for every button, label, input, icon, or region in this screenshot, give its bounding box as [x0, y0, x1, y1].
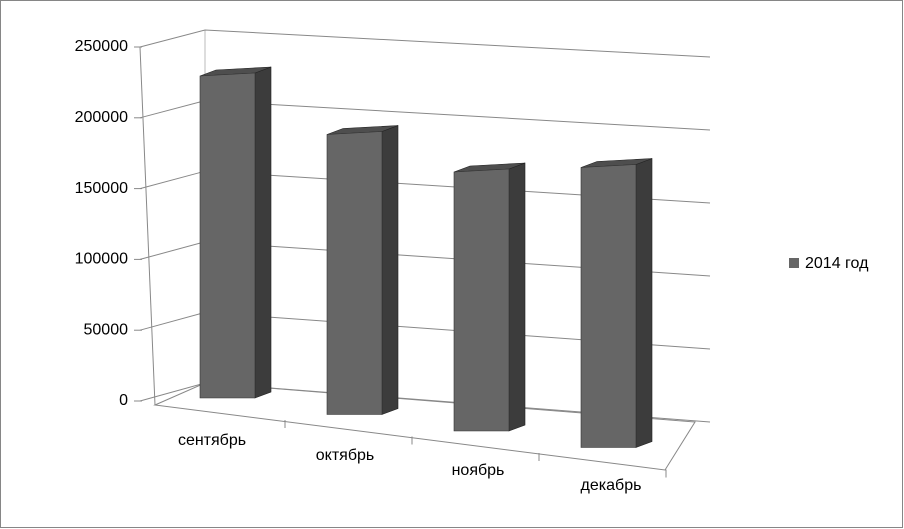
- x-tick-label: октябрь: [316, 447, 374, 464]
- bar: [199, 72, 256, 399]
- bar: [580, 164, 637, 448]
- y-tick-label: 50000: [84, 321, 129, 338]
- bar-side: [508, 162, 526, 432]
- legend-swatch: [789, 258, 799, 268]
- grid-line: [139, 29, 711, 58]
- y-tick-label: 200000: [75, 109, 128, 126]
- y-tick-label: 100000: [75, 251, 128, 268]
- bar-side: [381, 125, 399, 415]
- x-tick-label: сентябрь: [178, 432, 246, 449]
- y-axis: [139, 46, 156, 406]
- y-tick-label: 150000: [75, 180, 128, 197]
- x-tick-label: ноябрь: [452, 462, 505, 479]
- x-tick-label: декабрь: [581, 477, 642, 494]
- bar: [453, 168, 510, 432]
- bar-side: [254, 66, 272, 399]
- legend-label: 2014 год: [805, 255, 869, 272]
- bar: [326, 131, 383, 415]
- floor: [153, 382, 696, 471]
- y-tick-label: 250000: [75, 38, 128, 55]
- y-tick-label: 0: [119, 392, 128, 409]
- bar-side: [635, 158, 653, 448]
